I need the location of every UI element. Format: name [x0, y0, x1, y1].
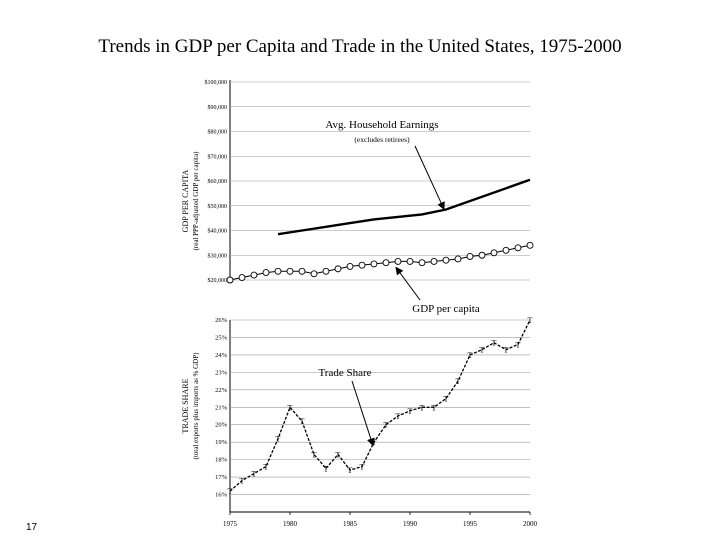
gdp-point — [382, 259, 390, 267]
trade-x-tick-label: 2000 — [523, 520, 538, 528]
trade-share-point: T — [276, 435, 281, 444]
trade-share-point: T — [492, 339, 497, 348]
trade-share-point: T — [516, 340, 521, 349]
trade-y-tick-label: 18% — [215, 457, 228, 464]
trade-share-point: T — [348, 466, 353, 475]
gdp-point — [442, 256, 450, 264]
household-earnings-annotation-sub: (excludes retirees) — [354, 135, 410, 144]
gdp-chart: $20,000 $30,000 $40,000 $50,000 $60,000 $70,0… — [181, 79, 534, 315]
gdp-per-capita-annotation: GDP per capita — [412, 303, 480, 315]
gdp-y-tick-label: $60,000 — [208, 178, 228, 185]
trade-y-tick-label: 25% — [215, 334, 228, 341]
trade-share-point: T — [480, 346, 485, 355]
trade-y-axis-sublabel: (total exports plus imports as % GDP) — [192, 352, 200, 460]
gdp-point — [370, 260, 378, 268]
trade-y-tick-label: 20% — [215, 422, 228, 429]
gdp-point — [250, 271, 258, 279]
trade-share-point: T — [336, 450, 341, 459]
gdp-y-tick-label: $70,000 — [208, 153, 228, 160]
gdp-y-tick-label: $80,000 — [208, 129, 228, 136]
gdp-point — [334, 265, 342, 273]
trade-share-point: T — [300, 417, 305, 426]
trade-share-point: T — [264, 463, 269, 472]
gdp-point — [478, 251, 486, 259]
gdp-point — [226, 276, 234, 284]
gdp-point — [430, 257, 438, 265]
gdp-y-tick-label: $30,000 — [208, 252, 228, 259]
trade-share-annotation: Trade Share — [318, 367, 371, 379]
trade-share-chart: 16% 17% 18% 19% 20% 21% 22% 23% 24% 25% 26% 1975 198… — [181, 316, 538, 528]
gdp-point — [454, 255, 462, 263]
trade-share-point: T — [324, 464, 329, 473]
trade-share-point: T — [312, 450, 317, 459]
trade-share-point: T — [468, 351, 473, 360]
gdp-point — [358, 261, 366, 269]
trade-share-point: T — [444, 395, 449, 404]
trade-share-arrow — [351, 380, 375, 447]
trade-y-tick-label: 26% — [215, 317, 228, 324]
trade-share-point: T — [432, 403, 437, 412]
trade-x-tick-label: 1985 — [343, 520, 358, 528]
gdp-point — [286, 267, 294, 275]
gdp-point — [346, 262, 354, 270]
gdp-y-tick-label: $20,000 — [208, 277, 228, 284]
slide-number: 17 — [26, 522, 38, 533]
trade-share-point: T — [384, 421, 389, 430]
gdp-point — [298, 267, 306, 275]
trade-y-axis-label: TRADE SHARE — [181, 378, 190, 433]
gdp-point — [418, 259, 426, 267]
trade-y-tick-label: 19% — [215, 439, 228, 446]
slide-title: Trends in GDP per Capita and Trade in th… — [98, 36, 622, 57]
trade-share-point: T — [252, 470, 257, 479]
gdp-point — [322, 267, 330, 275]
gdp-point — [274, 267, 282, 275]
trade-share-point: T — [288, 403, 293, 412]
gdp-y-axis-label: GDP PER CAPITA — [181, 169, 190, 232]
household-earnings-arrow — [414, 145, 445, 211]
gdp-y-axis-sublabel: (real PPP-adjusted GDP per capita) — [192, 151, 200, 251]
gdp-point — [514, 244, 522, 252]
gdp-point — [526, 241, 534, 249]
trade-y-tick-label: 17% — [215, 474, 228, 481]
trade-share-point: T — [396, 412, 401, 421]
gdp-y-tick-label: $100,000 — [205, 79, 228, 86]
trade-y-tick-label: 16% — [215, 492, 228, 499]
trade-y-tick-label: 24% — [215, 352, 228, 359]
trade-share-point: T — [504, 346, 509, 355]
trade-share-point: T — [228, 487, 233, 496]
trade-share-point: T — [240, 477, 245, 486]
gdp-point — [502, 246, 510, 254]
trade-share-point: T — [528, 316, 533, 325]
trade-share-line — [229, 319, 531, 492]
trade-y-tick-label: 21% — [215, 404, 228, 411]
trade-y-tick-label: 22% — [215, 387, 228, 394]
gdp-y-tick-label: $90,000 — [208, 104, 228, 111]
trade-share-point: T — [408, 407, 413, 416]
gdp-point — [262, 269, 270, 277]
gdp-point — [238, 274, 246, 281]
gdp-per-capita-arrow — [395, 266, 421, 301]
gdp-point — [466, 253, 474, 260]
trade-share-point: T — [420, 403, 425, 412]
trade-share-point: T — [456, 377, 461, 386]
trade-x-tick-label: 1975 — [223, 520, 238, 528]
trade-x-tick-label: 1990 — [403, 520, 418, 528]
trade-x-tick-label: 1995 — [463, 520, 478, 528]
gdp-point — [490, 249, 498, 257]
gdp-point — [394, 257, 402, 265]
gdp-point — [406, 257, 414, 265]
gdp-y-tick-label: $40,000 — [208, 228, 228, 235]
gdp-point — [310, 270, 318, 278]
household-earnings-line — [277, 178, 531, 236]
trade-share-point: T — [360, 463, 365, 472]
gdp-y-tick-label: $50,000 — [208, 203, 228, 210]
gdp-per-capita-line — [229, 244, 531, 281]
trade-y-tick-label: 23% — [215, 369, 228, 376]
household-earnings-annotation: Avg. Household Earnings — [325, 119, 438, 131]
trade-x-tick-label: 1980 — [283, 520, 298, 528]
